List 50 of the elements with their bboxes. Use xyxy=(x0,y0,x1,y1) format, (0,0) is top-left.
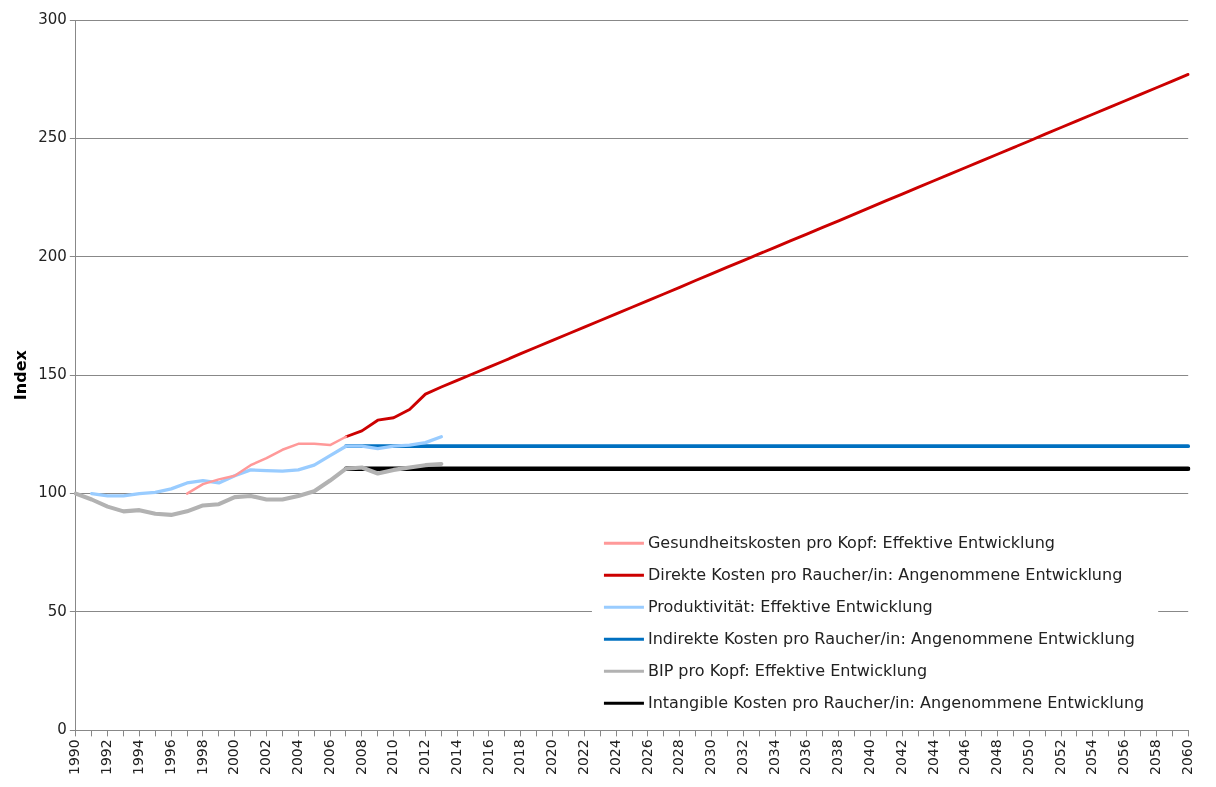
x-tick-label: 2052 xyxy=(1051,739,1068,776)
x-tick-label: 2056 xyxy=(1115,739,1132,776)
x-tick-label: 2020 xyxy=(543,739,560,776)
y-tick-label: 200 xyxy=(38,246,67,265)
x-tick-label: 2028 xyxy=(670,739,687,776)
x-tick-label: 2008 xyxy=(352,739,369,776)
legend-label: Indirekte Kosten pro Raucher/in: Angenommene Entwicklung xyxy=(647,628,1135,648)
x-tick-label: 2038 xyxy=(829,739,846,776)
x-tick-label: 2054 xyxy=(1083,739,1100,776)
x-tick-label: 2046 xyxy=(956,739,973,776)
x-tick-label: 2026 xyxy=(638,739,655,776)
y-axis-title: Index xyxy=(10,349,30,401)
y-tick-label: 100 xyxy=(38,483,67,502)
x-tick-label: 2006 xyxy=(320,739,337,776)
x-tick-label: 2014 xyxy=(447,739,464,776)
legend-label: Gesundheitskosten pro Kopf: Effektive Entwicklung xyxy=(647,532,1055,552)
x-tick-label: 2022 xyxy=(574,739,591,776)
x-tick-label: 2036 xyxy=(797,739,814,776)
x-tick-label: 2060 xyxy=(1178,739,1195,776)
y-tick-label: 50 xyxy=(47,601,67,620)
x-tick-label: 1992 xyxy=(98,739,115,776)
x-tick-label: 2032 xyxy=(733,739,750,776)
x-tick-label: 2042 xyxy=(892,739,909,776)
y-tick-label: 300 xyxy=(38,9,67,28)
x-tick-label: 2012 xyxy=(416,739,433,776)
y-tick-label: 150 xyxy=(38,365,67,384)
y-tick-label: 250 xyxy=(38,128,67,147)
x-tick-label: 1994 xyxy=(130,739,147,776)
x-tick-label: 2018 xyxy=(511,739,528,776)
y-tick-label: 0 xyxy=(57,720,67,739)
x-tick-label: 2004 xyxy=(288,739,305,776)
legend-label: Direkte Kosten pro Raucher/in: Angenommene Entwicklung xyxy=(647,564,1123,584)
x-tick-label: 2034 xyxy=(765,739,782,776)
x-tick-label: 2040 xyxy=(861,739,878,776)
x-tick-label: 2024 xyxy=(606,739,623,776)
x-tick-label: 2044 xyxy=(924,739,941,776)
legend-label: BIP pro Kopf: Effektive Entwicklung xyxy=(647,660,928,680)
x-tick-label: 1996 xyxy=(161,739,178,776)
x-tick-label: 2010 xyxy=(384,739,401,776)
x-tick-label: 2030 xyxy=(702,739,719,776)
x-tick-label: 2050 xyxy=(1019,739,1036,776)
x-tick-label: 2058 xyxy=(1147,739,1164,776)
x-tick-label: 1998 xyxy=(193,739,210,776)
legend-label: Produktivität: Effektive Entwicklung xyxy=(647,596,933,616)
x-tick-label: 2048 xyxy=(988,739,1005,776)
x-tick-label: 2002 xyxy=(257,739,274,776)
legend-label: Intangible Kosten pro Raucher/in: Angenommene Entwicklung xyxy=(647,692,1145,712)
x-tick-label: 2000 xyxy=(225,739,242,776)
x-tick-label: 2016 xyxy=(479,739,496,776)
x-tick-label: 1990 xyxy=(66,739,83,776)
